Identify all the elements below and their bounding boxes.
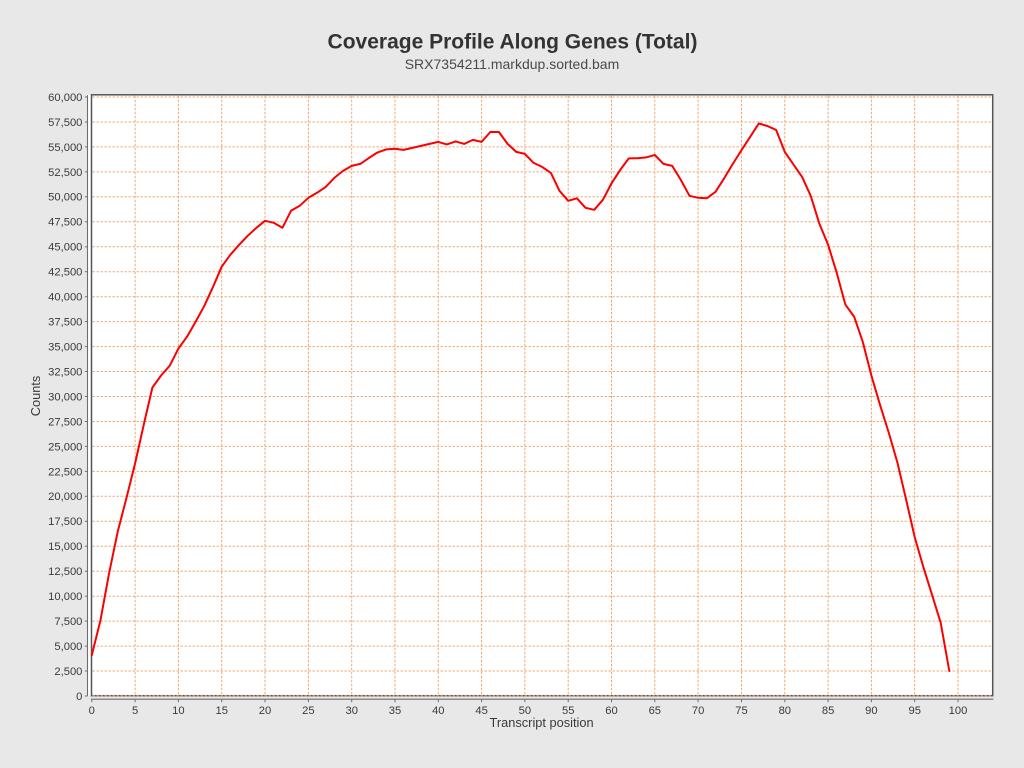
svg-text:37,500: 37,500 bbox=[48, 317, 82, 329]
svg-text:35,000: 35,000 bbox=[48, 342, 82, 354]
svg-text:10,000: 10,000 bbox=[48, 591, 82, 603]
svg-text:25,000: 25,000 bbox=[48, 441, 82, 453]
svg-text:95: 95 bbox=[908, 705, 920, 717]
svg-text:45,000: 45,000 bbox=[48, 242, 82, 254]
svg-text:20,000: 20,000 bbox=[48, 491, 82, 503]
svg-text:35: 35 bbox=[389, 705, 401, 717]
svg-text:0: 0 bbox=[76, 691, 82, 703]
svg-text:60: 60 bbox=[605, 705, 617, 717]
svg-text:52,500: 52,500 bbox=[48, 167, 82, 179]
svg-text:10: 10 bbox=[172, 705, 184, 717]
svg-text:15,000: 15,000 bbox=[48, 541, 82, 553]
svg-text:12,500: 12,500 bbox=[48, 566, 82, 578]
svg-text:57,500: 57,500 bbox=[48, 117, 82, 129]
svg-text:0: 0 bbox=[89, 705, 95, 717]
svg-text:5,000: 5,000 bbox=[54, 641, 82, 653]
svg-text:55: 55 bbox=[562, 705, 574, 717]
svg-text:27,500: 27,500 bbox=[48, 416, 82, 428]
svg-text:80: 80 bbox=[779, 705, 791, 717]
svg-text:Transcript position: Transcript position bbox=[490, 715, 594, 730]
svg-text:40,000: 40,000 bbox=[48, 292, 82, 304]
svg-text:2,500: 2,500 bbox=[54, 666, 82, 678]
svg-text:42,500: 42,500 bbox=[48, 267, 82, 279]
svg-text:22,500: 22,500 bbox=[48, 466, 82, 478]
svg-text:90: 90 bbox=[865, 705, 877, 717]
svg-text:15: 15 bbox=[215, 705, 227, 717]
svg-text:5: 5 bbox=[132, 705, 138, 717]
svg-text:65: 65 bbox=[649, 705, 661, 717]
svg-text:25: 25 bbox=[302, 705, 314, 717]
svg-text:55,000: 55,000 bbox=[48, 142, 82, 154]
svg-text:SRX7354211.markdup.sorted.bam: SRX7354211.markdup.sorted.bam bbox=[405, 56, 620, 72]
svg-text:32,500: 32,500 bbox=[48, 366, 82, 378]
svg-text:47,500: 47,500 bbox=[48, 217, 82, 229]
svg-text:40: 40 bbox=[432, 705, 444, 717]
svg-text:100: 100 bbox=[949, 705, 968, 717]
svg-text:45: 45 bbox=[475, 705, 487, 717]
svg-text:30,000: 30,000 bbox=[48, 391, 82, 403]
svg-text:50,000: 50,000 bbox=[48, 192, 82, 204]
svg-text:7,500: 7,500 bbox=[54, 616, 82, 628]
svg-text:85: 85 bbox=[822, 705, 834, 717]
svg-text:75: 75 bbox=[735, 705, 747, 717]
svg-text:17,500: 17,500 bbox=[48, 516, 82, 528]
svg-text:60,000: 60,000 bbox=[48, 92, 82, 104]
svg-text:20: 20 bbox=[259, 705, 271, 717]
svg-text:70: 70 bbox=[692, 705, 704, 717]
svg-text:30: 30 bbox=[345, 705, 357, 717]
svg-text:Counts: Counts bbox=[28, 376, 43, 417]
svg-text:Coverage Profile Along Genes (: Coverage Profile Along Genes (Total) bbox=[328, 31, 698, 54]
svg-text:50: 50 bbox=[519, 705, 531, 717]
